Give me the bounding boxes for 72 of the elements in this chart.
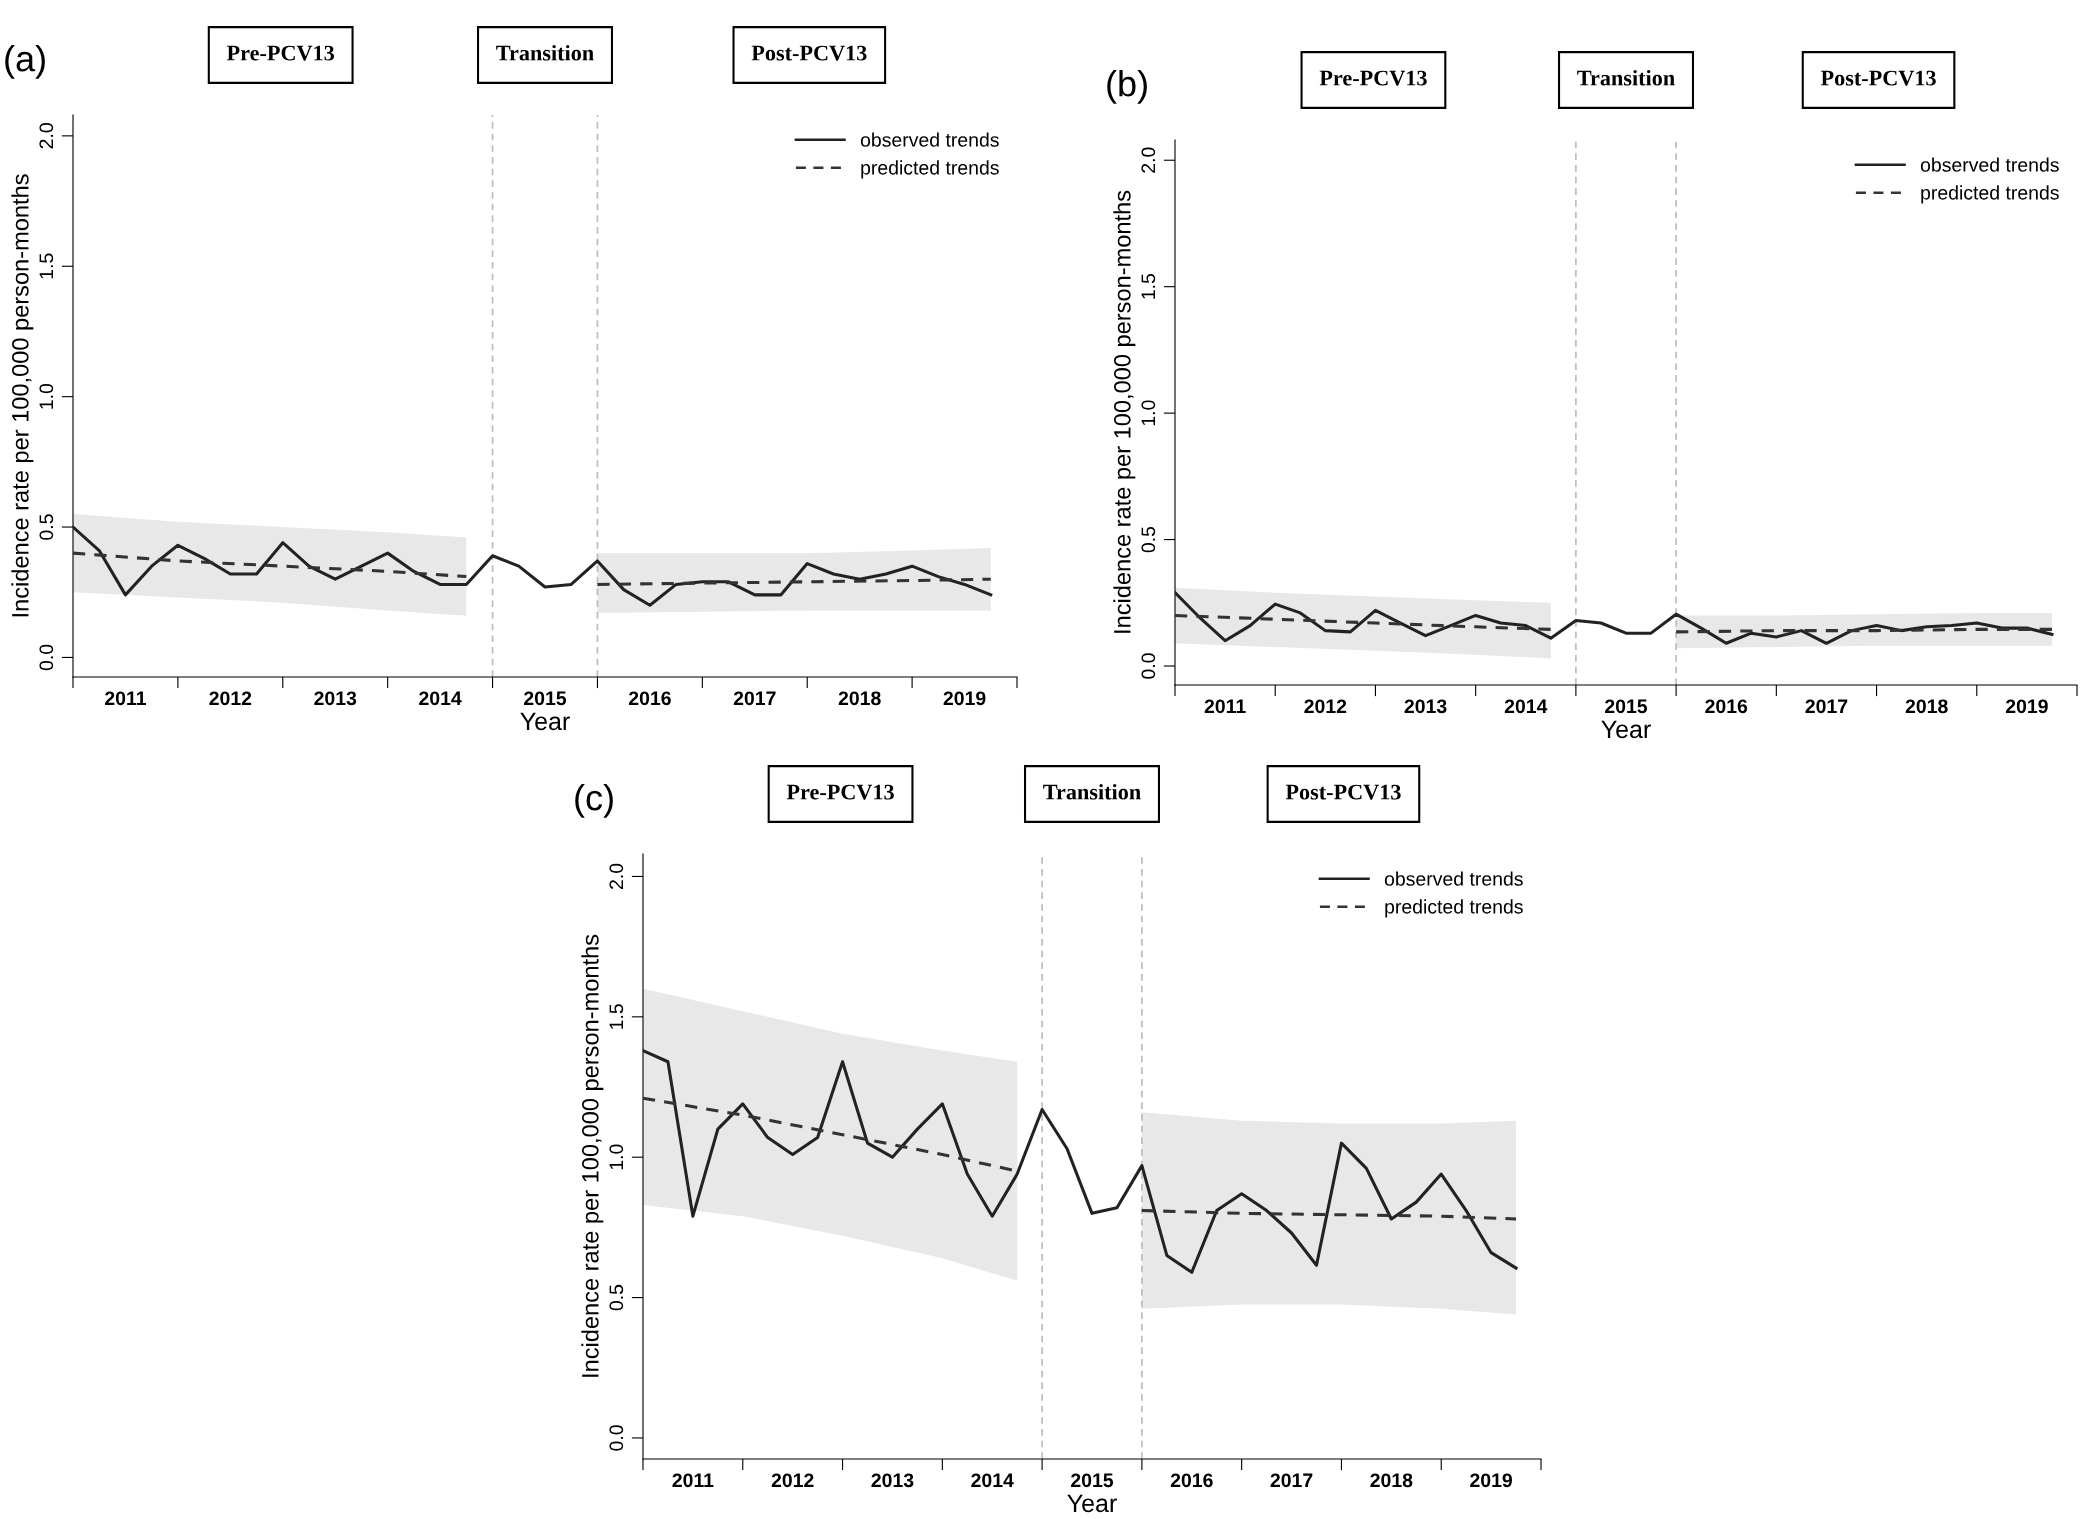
legend-label: predicted trends bbox=[1921, 185, 2059, 204]
text: Pre-PCV13 bbox=[1319, 70, 1427, 86]
line-series bbox=[1175, 613, 1553, 631]
x-tick-label: 2012 bbox=[771, 1473, 814, 1488]
x-tick-label: 2015 bbox=[1071, 1473, 1114, 1488]
x-tick-label: 2019 bbox=[2005, 699, 2048, 714]
x-tick-label: 2019 bbox=[1470, 1473, 1513, 1488]
legend-label: observed trends bbox=[1384, 871, 1523, 886]
y-tick-label: 1.0 bbox=[609, 1144, 624, 1170]
line-series bbox=[1175, 591, 2054, 645]
x-tick-label: 2012 bbox=[1304, 699, 1347, 714]
x-tick-label: 2017 bbox=[1270, 1473, 1313, 1488]
text: Transition bbox=[496, 44, 594, 61]
y-tick-label: 2.0 bbox=[1141, 147, 1156, 173]
x-tick-label: 2017 bbox=[1805, 699, 1848, 714]
y-tick-label: 0.0 bbox=[609, 1425, 624, 1451]
chart-title: (b) bbox=[1107, 70, 1147, 104]
y-tick-label: 0.5 bbox=[1141, 526, 1156, 553]
x-tick-label: 2014 bbox=[419, 691, 462, 706]
x-tick-label: 2015 bbox=[524, 691, 567, 706]
x-tick-label: 2014 bbox=[1504, 699, 1548, 714]
text: Post-PCV13 bbox=[1820, 70, 1936, 86]
legend-label: predicted trends bbox=[1385, 899, 1523, 918]
line-series bbox=[1140, 1209, 1518, 1221]
y-tick-label: 1.0 bbox=[39, 383, 54, 409]
x-tick-label: 2012 bbox=[209, 691, 252, 706]
x-tick-label: 2011 bbox=[105, 691, 146, 706]
x-tick-label: 2014 bbox=[971, 1473, 1014, 1488]
text: Transition bbox=[1043, 783, 1141, 800]
y-axis-title: Incidence rate per 100,000 person-months bbox=[11, 174, 34, 617]
y-tick-label: 1.5 bbox=[39, 253, 54, 279]
x-tick-label: 2018 bbox=[838, 691, 881, 706]
x-tick-label: 2018 bbox=[1370, 1473, 1413, 1488]
y-tick-label: 0.0 bbox=[1141, 653, 1156, 679]
y-tick-label: 0.0 bbox=[39, 644, 54, 671]
x-tick-label: 2013 bbox=[1404, 699, 1447, 714]
y-tick-label: 1.0 bbox=[1141, 400, 1156, 426]
x-tick-label: 2016 bbox=[1170, 1473, 1213, 1488]
y-tick-label: 2.0 bbox=[609, 863, 624, 889]
text: Post-PCV13 bbox=[751, 45, 867, 61]
x-tick-label: 2019 bbox=[943, 691, 986, 706]
text: Transition bbox=[1577, 69, 1675, 86]
y-tick-label: 0.5 bbox=[609, 1284, 624, 1311]
legend-label: observed trends bbox=[860, 132, 999, 147]
y-axis-title: Incidence rate per 100,000 person-months bbox=[1113, 190, 1136, 633]
legend-label: predicted trends bbox=[861, 160, 999, 179]
y-tick-label: 1.5 bbox=[1141, 273, 1156, 299]
x-tick-label: 2015 bbox=[1605, 699, 1648, 714]
line-series bbox=[73, 551, 468, 579]
text: Pre-PCV13 bbox=[226, 45, 335, 61]
chart-title: (c) bbox=[575, 784, 613, 818]
x-axis-title: Year bbox=[1601, 720, 1651, 739]
line-series bbox=[643, 1048, 1518, 1274]
x-axis-title: Year bbox=[520, 712, 570, 731]
x-tick-label: 2013 bbox=[314, 691, 357, 706]
text: Post-PCV13 bbox=[1285, 784, 1401, 800]
x-tick-label: 2016 bbox=[628, 691, 671, 706]
x-tick-label: 2011 bbox=[672, 1473, 714, 1488]
y-tick-label: 1.5 bbox=[609, 1004, 624, 1029]
y-axis-title: Incidence rate per 100,000 person-months bbox=[581, 934, 604, 1377]
text: Pre-PCV13 bbox=[786, 784, 894, 800]
x-tick-label: 2013 bbox=[871, 1473, 914, 1488]
chart-title: (a) bbox=[5, 45, 45, 79]
x-tick-label: 2011 bbox=[1204, 699, 1246, 714]
line-series bbox=[73, 525, 993, 607]
y-tick-label: 0.5 bbox=[39, 514, 54, 540]
x-axis-title: Year bbox=[1067, 1494, 1117, 1513]
y-tick-label: 2.0 bbox=[39, 123, 54, 149]
x-tick-label: 2018 bbox=[1905, 699, 1948, 714]
legend-label: observed trends bbox=[1920, 157, 2059, 172]
x-tick-label: 2017 bbox=[733, 691, 776, 706]
x-tick-label: 2016 bbox=[1705, 699, 1748, 714]
